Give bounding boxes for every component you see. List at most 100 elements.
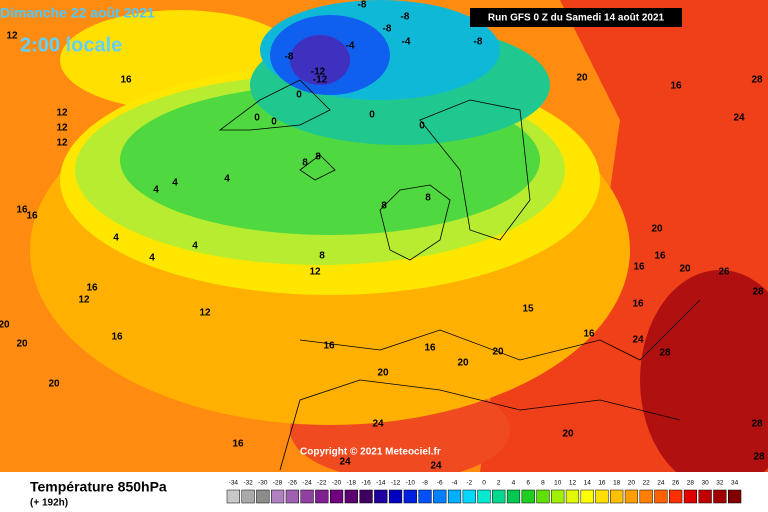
date: Dimanche 22 août 2021 <box>0 5 155 21</box>
contour-label: 24 <box>372 419 384 430</box>
legend-label: 34 <box>731 480 739 487</box>
legend-label: -2 <box>466 480 472 487</box>
legend-label: -22 <box>317 480 327 487</box>
legend-label: 4 <box>512 480 516 487</box>
contour-label: 16 <box>120 75 132 86</box>
contour-label: 8 <box>319 251 325 262</box>
contour-label: 4 <box>224 174 230 185</box>
contour-label: 15 <box>522 304 534 315</box>
contour-label: -4 <box>346 41 355 52</box>
legend-swatch <box>462 489 476 504</box>
legend-label: 0 <box>482 480 486 487</box>
contour-label: 20 <box>48 379 60 390</box>
contour-label: 0 <box>296 90 302 101</box>
legend-swatch <box>329 489 344 504</box>
legend-label: -24 <box>302 480 312 487</box>
contour-label: 20 <box>0 320 10 331</box>
footer-title: Température 850hPa <box>30 479 167 495</box>
contour-label: 28 <box>753 452 765 463</box>
legend-label: 6 <box>526 480 530 487</box>
run: Run GFS 0 Z du Samedi 14 août 2021 <box>488 13 665 24</box>
legend-swatch <box>388 489 403 504</box>
contour-label: 12 <box>56 123 68 134</box>
legend-label: -12 <box>391 480 401 487</box>
legend-swatch <box>300 489 314 504</box>
legend-label: 16 <box>598 480 606 487</box>
contour-label: -12 <box>313 75 328 86</box>
legend-label: 24 <box>657 480 665 487</box>
contour-label: 16 <box>424 343 436 354</box>
contour-label: 0 <box>369 110 375 121</box>
contour-label: 8 <box>381 201 387 212</box>
contour-label: 20 <box>377 368 389 379</box>
contour-label: -8 <box>383 24 392 35</box>
temperature-field <box>0 0 768 490</box>
copyright: Copyright © 2021 Meteociel.fr <box>300 447 441 458</box>
contour-label: -8 <box>474 37 483 48</box>
legend-swatch <box>477 489 491 504</box>
contour-label: 20 <box>562 429 574 440</box>
contour-label: 4 <box>172 178 178 189</box>
legend-label: 14 <box>584 480 592 487</box>
contour-label: 4 <box>192 241 198 252</box>
legend-swatch <box>418 489 432 504</box>
legend-label: 28 <box>687 480 695 487</box>
legend-swatch <box>728 489 742 504</box>
contour-label: 16 <box>670 81 682 92</box>
contour-label: -8 <box>401 12 410 23</box>
contour-label: 26 <box>718 267 730 278</box>
legend-swatch <box>669 489 683 504</box>
legend-label: -6 <box>437 480 443 487</box>
legend-label: -30 <box>258 480 268 487</box>
contour-label: 28 <box>751 75 763 86</box>
contour-label: 16 <box>632 299 644 310</box>
legend-label: 32 <box>716 480 724 487</box>
legend-swatch <box>359 489 373 504</box>
legend-swatch <box>713 489 727 504</box>
legend-swatch <box>580 489 594 504</box>
legend-label: -18 <box>347 480 357 487</box>
contour-label: 4 <box>149 253 155 264</box>
legend-swatch <box>256 489 270 504</box>
contour-label: 16 <box>111 332 123 343</box>
legend-swatch <box>241 489 255 504</box>
footer-lead: (+ 192h) <box>30 498 68 509</box>
contour-label: 16 <box>654 251 666 262</box>
legend-swatch <box>447 489 462 504</box>
legend-label: 30 <box>702 480 710 487</box>
contour-label: 20 <box>16 339 28 350</box>
contour-label: 16 <box>633 262 645 273</box>
legend-label: 12 <box>569 480 577 487</box>
legend-swatch <box>315 489 329 504</box>
legend-label: -20 <box>332 480 342 487</box>
legend-label: 2 <box>497 480 501 487</box>
contour-label: 16 <box>26 211 38 222</box>
contour-label: 28 <box>752 287 764 298</box>
legend-swatch <box>595 489 609 504</box>
contour-label: 16 <box>16 205 28 216</box>
legend-label: -28 <box>273 480 283 487</box>
legend-swatch <box>270 489 285 504</box>
contour-label: 8 <box>315 152 321 163</box>
legend-label: 26 <box>672 480 680 487</box>
contour-label: 20 <box>492 347 504 358</box>
legend-swatch <box>506 489 521 504</box>
legend-swatch <box>683 489 698 504</box>
legend-swatch <box>285 489 299 504</box>
legend-label: -32 <box>243 480 253 487</box>
legend-label: -10 <box>406 480 416 487</box>
contour-label: -8 <box>358 0 367 11</box>
contour-label: 24 <box>632 335 644 346</box>
contour-label: 28 <box>659 348 671 359</box>
legend-label: 8 <box>541 480 545 487</box>
legend-swatch <box>492 489 506 504</box>
contour-label: 24 <box>430 461 442 472</box>
legend-label: 22 <box>643 480 651 487</box>
legend-label: -4 <box>452 480 458 487</box>
legend-label: 20 <box>628 480 636 487</box>
contour-label: 12 <box>309 267 321 278</box>
contour-label: 8 <box>425 193 431 204</box>
contour-label: 16 <box>86 283 98 294</box>
contour-label: 20 <box>679 264 691 275</box>
